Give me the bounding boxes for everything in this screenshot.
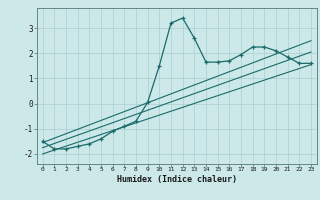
- X-axis label: Humidex (Indice chaleur): Humidex (Indice chaleur): [117, 175, 237, 184]
